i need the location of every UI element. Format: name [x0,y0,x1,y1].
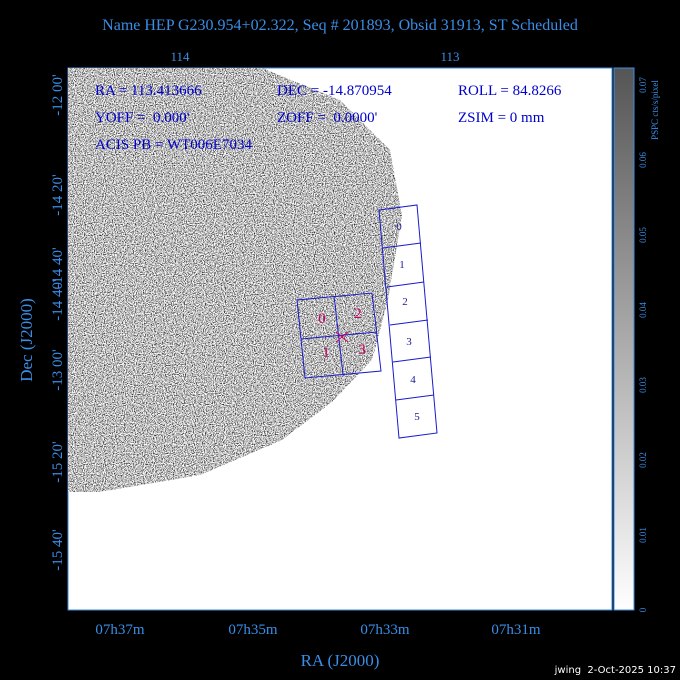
colorbar-tick-label: 0.05 [638,227,648,243]
i-array [296,292,382,379]
chip-label: 0 [318,311,326,327]
y-axis-title: Dec (J2000) [17,298,36,382]
colorbar-tick-label: 0.04 [638,302,648,318]
colorbar-tick-label: 0 [638,607,648,612]
x-axis-title: RA (J2000) [301,651,380,670]
info-yoff: YOFF = 0.000' [95,110,190,126]
top-tick-label: 114 [170,49,190,64]
chip-label: 3 [358,342,366,358]
chip-label: 4 [410,374,416,386]
colorbar-tick-label: 0.02 [638,452,648,468]
chip-label: 1 [322,345,330,361]
bottom-tick-label: 07h31m [491,622,541,638]
left-axis: -12 00' -14 20' -14 40'-14 40' -13 00' -15 2… [50,74,66,571]
footer-stamp: jwing 2-Oct-2025 10:37 [554,665,676,676]
colorbar [613,67,635,611]
info-roll: ROLL = 84.8266 [458,83,562,99]
bottom-tick-label: 07h33m [360,622,410,638]
s-array [378,204,438,439]
left-tick-label: -14 40' [50,247,66,289]
info-zsim: ZSIM = 0 mm [458,110,545,126]
left-tick-label: -12 00' [50,74,66,116]
left-tick-label: -15 20' [50,441,66,483]
chip-label: 2 [402,296,408,308]
chip-label: 1 [399,259,405,271]
left-tick-label: -14 40' [50,279,66,321]
top-tick-label: 113 [440,49,459,64]
left-tick-label: -15 40' [50,529,66,571]
info-zoff: ZOFF = 0.0000' [277,110,378,126]
chip-label: 0 [396,221,402,233]
i-chip-labels: 0 2 1 3 [318,306,366,361]
chip-label: 3 [406,336,412,348]
bottom-tick-label: 07h37m [95,622,145,638]
colorbar-tick-label: 0.03 [638,377,648,393]
colorbar-tick-label: 0.06 [638,152,648,168]
colorbar-tick-label: 0.07 [638,77,648,93]
colorbar-tick-label: 0.01 [638,527,648,543]
title: Name HEP G230.954+02.322, Seq # 201893, … [102,17,578,34]
aimpoint [335,331,349,343]
chip-label: 2 [354,306,362,322]
s-chip-labels: 0 1 2 3 4 5 [396,221,420,423]
colorbar-label: PSPC cts/s/pixel [650,80,660,140]
chip-label: 5 [414,411,420,423]
bottom-tick-label: 07h35m [228,622,278,638]
left-tick-label: -14 20' [50,174,66,216]
info-dec: DEC = -14.870954 [277,83,392,99]
info-acis-pb: ACIS PB = WT006E7034 [95,137,252,153]
info-ra: RA = 113.413666 [95,83,202,99]
left-tick-label: -13 00' [50,349,66,391]
colorbar-ticks: 0.07 0.06 0.05 0.04 0.03 0.02 0.01 0 [638,77,648,613]
